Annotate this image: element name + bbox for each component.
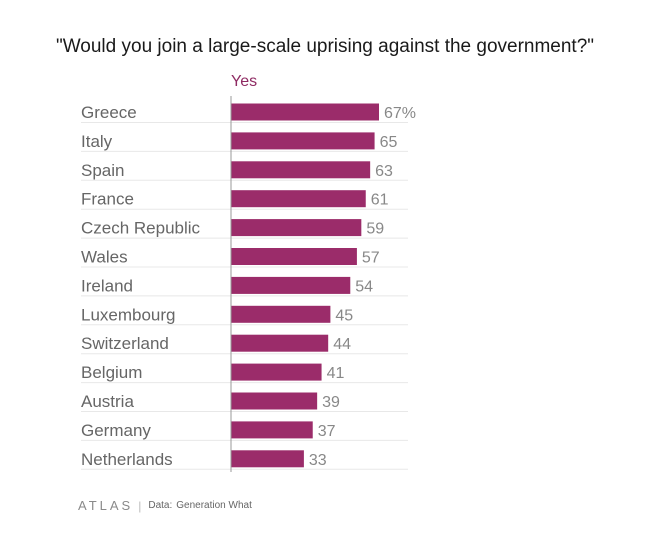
category-label-netherlands: Netherlands bbox=[81, 450, 173, 469]
value-label-belgium: 41 bbox=[327, 365, 345, 382]
category-label-greece: Greece bbox=[81, 103, 137, 122]
footer-separator: | bbox=[138, 498, 142, 513]
value-label-austria: 39 bbox=[322, 394, 340, 411]
category-label-ireland: Ireland bbox=[81, 276, 133, 295]
bar-switzerland bbox=[231, 334, 329, 352]
category-label-belgium: Belgium bbox=[81, 363, 142, 382]
category-label-wales: Wales bbox=[81, 248, 128, 267]
bar-czech-republic bbox=[231, 219, 362, 237]
footer: ATLAS | Data: Generation What bbox=[78, 498, 252, 513]
value-label-greece: 67% bbox=[384, 105, 416, 122]
category-label-france: France bbox=[81, 190, 134, 209]
source-prefix: Data: bbox=[148, 500, 173, 511]
bar-greece bbox=[231, 103, 379, 121]
value-label-italy: 65 bbox=[380, 134, 398, 151]
value-label-germany: 37 bbox=[318, 423, 336, 440]
bar-ireland bbox=[231, 276, 351, 294]
bar-luxembourg bbox=[231, 305, 331, 323]
category-label-germany: Germany bbox=[81, 421, 151, 440]
chart-title: "Would you join a large-scale uprising a… bbox=[55, 36, 595, 57]
value-label-switzerland: 44 bbox=[333, 336, 351, 353]
value-label-netherlands: 33 bbox=[309, 452, 327, 469]
category-label-luxembourg: Luxembourg bbox=[81, 305, 176, 324]
bar-austria bbox=[231, 392, 318, 410]
source-name: Generation What bbox=[176, 500, 252, 511]
category-label-czech-republic: Czech Republic bbox=[81, 219, 201, 238]
category-label-austria: Austria bbox=[81, 392, 134, 411]
bar-spain bbox=[231, 161, 371, 179]
bar-germany bbox=[231, 421, 313, 439]
bar-netherlands bbox=[231, 450, 304, 468]
category-label-italy: Italy bbox=[81, 132, 113, 151]
value-label-czech-republic: 59 bbox=[366, 221, 384, 238]
atlas-logo: ATLAS bbox=[78, 498, 134, 513]
bar-belgium bbox=[231, 363, 322, 381]
value-label-spain: 63 bbox=[375, 163, 393, 180]
bar-italy bbox=[231, 132, 375, 150]
value-label-france: 61 bbox=[371, 192, 389, 209]
category-label-spain: Spain bbox=[81, 161, 124, 180]
value-label-luxembourg: 45 bbox=[335, 307, 353, 324]
category-label-switzerland: Switzerland bbox=[81, 334, 169, 353]
bar-wales bbox=[231, 248, 357, 265]
bar-france bbox=[231, 190, 366, 208]
value-label-ireland: 54 bbox=[355, 278, 373, 295]
series-label-yes: Yes bbox=[231, 73, 258, 90]
value-label-wales: 57 bbox=[362, 250, 380, 267]
